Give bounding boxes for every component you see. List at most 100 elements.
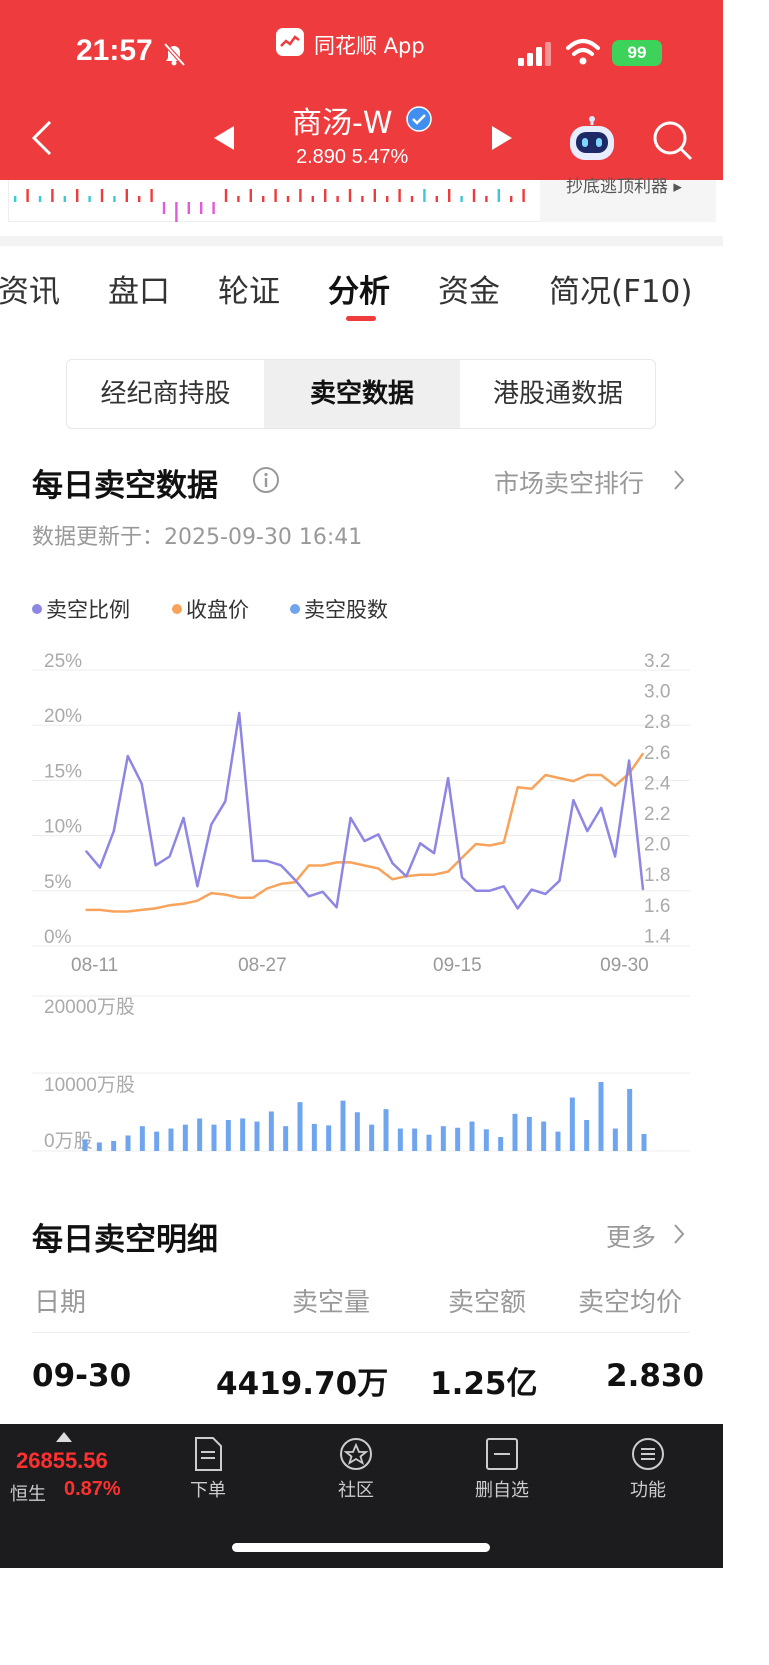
strip-bar bbox=[249, 189, 252, 202]
bell-muted-icon bbox=[163, 42, 186, 67]
close-price-point bbox=[182, 903, 185, 905]
segment-broker-holdings[interactable]: 经纪商持股 bbox=[100, 379, 231, 409]
nav-functions[interactable]: 功能 bbox=[608, 1436, 688, 1502]
close-price-point bbox=[377, 867, 380, 870]
short-ratio-point bbox=[586, 830, 589, 832]
nav-label: 功能 bbox=[630, 1480, 666, 1501]
stock-name: 商汤-W bbox=[292, 106, 393, 141]
volume-bar bbox=[326, 1125, 332, 1151]
short-ratio-point bbox=[544, 893, 547, 895]
nav-place-order[interactable]: 下单 bbox=[168, 1436, 248, 1502]
volume-bar bbox=[440, 1126, 446, 1151]
back-arrow-icon[interactable] bbox=[28, 118, 58, 158]
strip-link-box[interactable] bbox=[540, 180, 716, 222]
strip-bar bbox=[286, 196, 290, 202]
segment-stock-connect[interactable]: 港股通数据 bbox=[492, 379, 623, 409]
next-stock-icon[interactable] bbox=[488, 124, 516, 152]
close-price-point bbox=[363, 864, 366, 867]
hang-seng-change: 0.87% bbox=[64, 1478, 121, 1500]
close-price-point bbox=[475, 843, 477, 845]
volume-bar bbox=[498, 1137, 504, 1151]
volume-bar bbox=[211, 1124, 217, 1151]
segment-short-selling[interactable]: 卖空数据 bbox=[264, 360, 460, 428]
volume-bar bbox=[268, 1111, 274, 1151]
legend-ratio[interactable]: 卖空比例 bbox=[32, 594, 130, 624]
strip-bar bbox=[26, 189, 29, 202]
short-ratio-point bbox=[447, 777, 449, 779]
tab-funds[interactable]: 资金 bbox=[438, 274, 500, 310]
tab-orderbook[interactable]: 盘口 bbox=[108, 274, 170, 310]
remove-watchlist-icon bbox=[486, 1438, 518, 1470]
nav-label: 社区 bbox=[338, 1480, 374, 1501]
volume-bar bbox=[182, 1124, 188, 1151]
strip-bar bbox=[88, 196, 91, 202]
mini-volume-strip bbox=[14, 189, 525, 222]
volume-bar bbox=[311, 1123, 317, 1151]
legend-volume[interactable]: 卖空股数 bbox=[290, 594, 388, 624]
tab-analysis[interactable]: 分析 bbox=[328, 274, 390, 310]
close-price-point bbox=[447, 870, 449, 873]
more-link[interactable]: 更多 bbox=[606, 1223, 657, 1252]
y-left-tick: 20% bbox=[44, 706, 82, 727]
strip-bar bbox=[38, 196, 42, 202]
volume-bar bbox=[225, 1120, 231, 1151]
volume-bar bbox=[397, 1128, 403, 1151]
app-header: 21:57 同花顺 App 99 商汤-W 2.890 5.47% bbox=[0, 0, 723, 180]
cell-date: 09-30 bbox=[32, 1358, 132, 1394]
close-price-point bbox=[586, 774, 589, 776]
short-ratio-point bbox=[489, 889, 491, 892]
nav-remove-watchlist[interactable]: 删自选 bbox=[462, 1436, 542, 1502]
strip-bar bbox=[410, 196, 414, 202]
short-ratio-point bbox=[126, 755, 129, 757]
tab-news[interactable]: 资讯 bbox=[0, 274, 60, 310]
volume-bar bbox=[125, 1135, 131, 1151]
close-price-point bbox=[113, 910, 115, 913]
analysis-segment-control: 经纪商持股 卖空数据 港股通数据 bbox=[66, 359, 656, 429]
short-ratio-point bbox=[99, 866, 101, 869]
strip-bar bbox=[175, 202, 178, 222]
close-price-point bbox=[461, 857, 463, 859]
robot-assistant-icon[interactable] bbox=[566, 116, 618, 164]
close-price-point bbox=[280, 883, 282, 885]
close-price-point bbox=[85, 909, 87, 911]
y-right-tick: 3.0 bbox=[644, 682, 670, 703]
x-tick: 09-15 bbox=[433, 955, 482, 976]
x-tick: 08-27 bbox=[238, 955, 287, 976]
strip-bar bbox=[224, 189, 228, 202]
y-right-tick: 2.4 bbox=[644, 773, 671, 794]
volume-bar bbox=[340, 1100, 346, 1151]
active-tab-indicator bbox=[346, 316, 376, 321]
order-document-icon bbox=[195, 1437, 222, 1471]
table-divider bbox=[32, 1332, 690, 1333]
tab-profile-f10[interactable]: 简况(F10) bbox=[549, 274, 693, 310]
separator bbox=[0, 236, 723, 246]
volume-bar bbox=[383, 1109, 389, 1151]
bottom-fishing-link[interactable]: 抄底逃顶利器 ▸ bbox=[566, 177, 682, 197]
volume-bar bbox=[283, 1126, 289, 1151]
strip-bar bbox=[150, 189, 153, 202]
close-price-point bbox=[126, 910, 129, 913]
market-short-ranking-link[interactable]: 市场卖空排行 bbox=[494, 469, 645, 498]
info-icon[interactable] bbox=[252, 466, 280, 494]
strip-bar bbox=[187, 202, 190, 214]
strip-bar bbox=[274, 189, 277, 202]
col-short-volume: 卖空量 bbox=[292, 1288, 371, 1318]
legend-close[interactable]: 收盘价 bbox=[172, 594, 249, 624]
chevron-right-icon bbox=[674, 1224, 685, 1244]
search-icon[interactable] bbox=[650, 118, 694, 162]
volume-bar bbox=[96, 1142, 102, 1151]
previous-stock-icon[interactable] bbox=[210, 124, 238, 152]
volume-bar bbox=[483, 1129, 489, 1151]
strip-bar bbox=[125, 189, 128, 202]
tab-warrants[interactable]: 轮证 bbox=[218, 274, 280, 310]
stock-quote: 2.890 5.47% bbox=[296, 146, 409, 168]
nav-community[interactable]: 社区 bbox=[316, 1436, 396, 1502]
hang-seng-value[interactable]: 26855.56 bbox=[16, 1448, 108, 1473]
short-ratio-point bbox=[391, 862, 394, 864]
col-short-amount: 卖空额 bbox=[448, 1288, 527, 1318]
volume-y-tick: 0万股 bbox=[44, 1131, 93, 1152]
close-price-point bbox=[321, 864, 324, 867]
volume-bar bbox=[369, 1124, 375, 1151]
volume-bar bbox=[555, 1131, 561, 1151]
short-ratio-point bbox=[614, 855, 616, 858]
